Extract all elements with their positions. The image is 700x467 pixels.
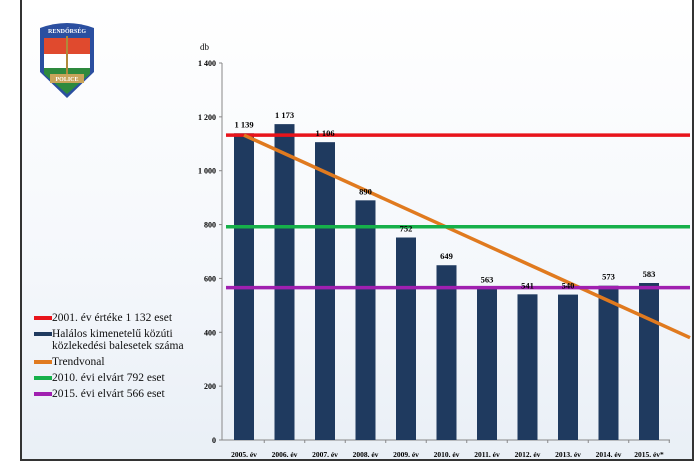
bar xyxy=(639,283,659,440)
x-tick-label: 2006. év xyxy=(272,450,298,459)
bar xyxy=(436,265,457,440)
legend-item: Halálos kimenetelű közúti közlekedési ba… xyxy=(30,328,200,352)
legend-swatch xyxy=(34,392,52,396)
legend-label: 2001. év értéke 1 132 eset xyxy=(52,312,173,324)
y-tick-label: 600 xyxy=(204,274,216,283)
bar xyxy=(477,288,497,440)
legend-swatch xyxy=(34,316,52,320)
legend-label: 2010. évi elvárt 792 eset xyxy=(52,372,165,384)
bar xyxy=(558,294,578,440)
logo-top-text: RENDŐRSÉG xyxy=(48,27,86,35)
legend-label: Trendvonal xyxy=(52,356,105,368)
y-tick-label: 800 xyxy=(204,221,216,230)
x-tick-label: 2014. év xyxy=(596,450,622,459)
legend-swatch xyxy=(34,360,52,364)
bar xyxy=(598,285,619,440)
x-tick-label: 2007. év xyxy=(312,450,338,459)
legend-label: Halálos kimenetelű közúti közlekedési ba… xyxy=(52,328,184,352)
bar-data-label: 649 xyxy=(440,251,453,261)
legend-item: Trendvonal xyxy=(30,356,200,368)
x-tick-label: 2005. év xyxy=(231,450,257,459)
bar xyxy=(355,200,376,440)
x-tick-label: 2015. év* xyxy=(634,450,664,459)
bar xyxy=(396,237,416,440)
y-tick-label: 400 xyxy=(204,328,216,337)
legend: 2001. év értéke 1 132 eset Halálos kimene… xyxy=(30,312,200,404)
bar-data-label: 540 xyxy=(562,281,575,291)
bar xyxy=(315,142,335,441)
x-tick-label: 2009. év xyxy=(393,450,419,459)
bar xyxy=(274,124,295,440)
y-tick-label: 0 xyxy=(212,436,216,445)
bar-data-label: 1 139 xyxy=(234,119,253,129)
bar-data-label: 573 xyxy=(602,272,615,282)
bar-data-label: 752 xyxy=(400,223,413,233)
logo-bottom-text: POLICE xyxy=(55,77,78,83)
legend-swatch xyxy=(34,376,52,380)
x-tick-label: 2008. év xyxy=(353,450,379,459)
bar-data-label: 890 xyxy=(359,186,372,196)
bar-data-label: 1 106 xyxy=(315,128,334,138)
x-tick-label: 2012. év xyxy=(515,450,541,459)
bar-data-label: 563 xyxy=(481,274,494,284)
legend-item: 2010. évi elvárt 792 eset xyxy=(30,372,200,384)
y-axis-label: db xyxy=(200,42,210,52)
x-tick-label: 2011. év xyxy=(474,450,500,459)
legend-item: 2001. év értéke 1 132 eset xyxy=(30,312,200,324)
bar-data-label: 541 xyxy=(521,280,534,290)
police-logo: POLICE RENDŐRSÉG xyxy=(40,23,94,98)
y-tick-label: 1 200 xyxy=(198,113,216,122)
bar xyxy=(517,294,538,440)
y-tick-label: 1 400 xyxy=(198,59,216,68)
x-tick-label: 2010. év xyxy=(434,450,460,459)
legend-label: 2015. évi elvárt 566 eset xyxy=(52,388,165,400)
trend-line xyxy=(243,133,691,340)
legend-item: 2015. évi elvárt 566 eset xyxy=(30,388,200,400)
bar-data-label: 1 173 xyxy=(275,110,294,120)
bar-data-label: 583 xyxy=(643,269,656,279)
y-tick-label: 200 xyxy=(204,382,216,391)
x-tick-label: 2013. év xyxy=(555,450,581,459)
y-tick-label: 1 000 xyxy=(198,167,216,176)
legend-swatch xyxy=(34,332,52,336)
